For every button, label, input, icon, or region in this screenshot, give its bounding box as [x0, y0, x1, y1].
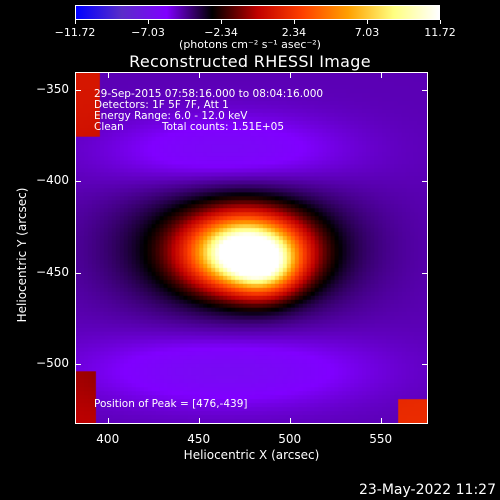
colorbar-tick-mark — [221, 20, 223, 24]
y-tick-label: −400 — [36, 173, 69, 188]
y-tick-mark — [75, 363, 81, 365]
y-tick-mark — [75, 181, 81, 183]
total-counts-label: Total counts: 1.51E+05 — [162, 121, 285, 133]
x-tick-mark — [380, 72, 382, 78]
y-axis-label: Heliocentric Y (arcsec) — [15, 187, 29, 323]
footer-timestamp: 23-May-2022 11:27 — [358, 482, 496, 498]
colorbar-tick-mark — [366, 20, 368, 24]
x-tick-label: 500 — [278, 432, 302, 446]
x-tick-mark — [289, 72, 291, 78]
y-tick-label: −500 — [36, 355, 69, 370]
y-tick-mark — [422, 90, 428, 92]
x-tick-mark — [380, 418, 382, 424]
plot-area: 29-Sep-2015 07:58:16.000 to 08:04:16.000… — [75, 72, 428, 424]
x-tick-mark — [107, 418, 109, 424]
x-tick-mark — [289, 418, 291, 424]
x-tick-label: 450 — [187, 432, 211, 446]
x-tick-mark — [198, 418, 200, 424]
x-axis-label: Heliocentric X (arcsec) — [183, 448, 320, 462]
energy-range-label: Energy Range: 6.0 - 12.0 keV — [94, 110, 248, 122]
y-tick-mark — [422, 272, 428, 274]
colorbar-tick-label: 2.34 — [281, 26, 307, 39]
x-tick-mark — [198, 72, 200, 78]
detectors-label: Detectors: 1F 5F 7F, Att 1 — [94, 99, 229, 111]
colorbar-tick-label: 11.72 — [424, 26, 456, 39]
x-tick-label: 400 — [96, 432, 120, 446]
chart-title: Reconstructed RHESSI Image — [129, 52, 371, 71]
time-range-label: 29-Sep-2015 07:58:16.000 to 08:04:16.000 — [94, 88, 324, 100]
x-tick-mark — [107, 72, 109, 78]
colorbar-tick-mark — [148, 20, 150, 24]
peak-position-label: Position of Peak = [476,-439] — [94, 398, 248, 410]
colorbar-tick-label: 7.03 — [354, 26, 380, 39]
x-tick-label: 550 — [369, 432, 393, 446]
y-tick-mark — [422, 363, 428, 365]
colorbar-tick-label: −2.34 — [204, 26, 238, 39]
y-tick-label: −450 — [36, 264, 69, 279]
y-tick-mark — [75, 272, 81, 274]
heatmap-image — [76, 73, 427, 423]
colorbar — [75, 5, 440, 20]
colorbar-tick-mark — [75, 20, 76, 24]
y-tick-mark — [75, 90, 81, 92]
clean-label: Clean — [94, 121, 124, 133]
colorbar-tick-mark — [440, 20, 441, 24]
colorbar-tick-mark — [293, 20, 295, 24]
colorbar-units: (photons cm⁻² s⁻¹ asec⁻²) — [179, 38, 321, 51]
colorbar-tick-label: −7.03 — [131, 26, 165, 39]
y-tick-mark — [422, 181, 428, 183]
y-tick-label: −350 — [36, 82, 69, 97]
colorbar-tick-label: −11.72 — [54, 26, 96, 39]
